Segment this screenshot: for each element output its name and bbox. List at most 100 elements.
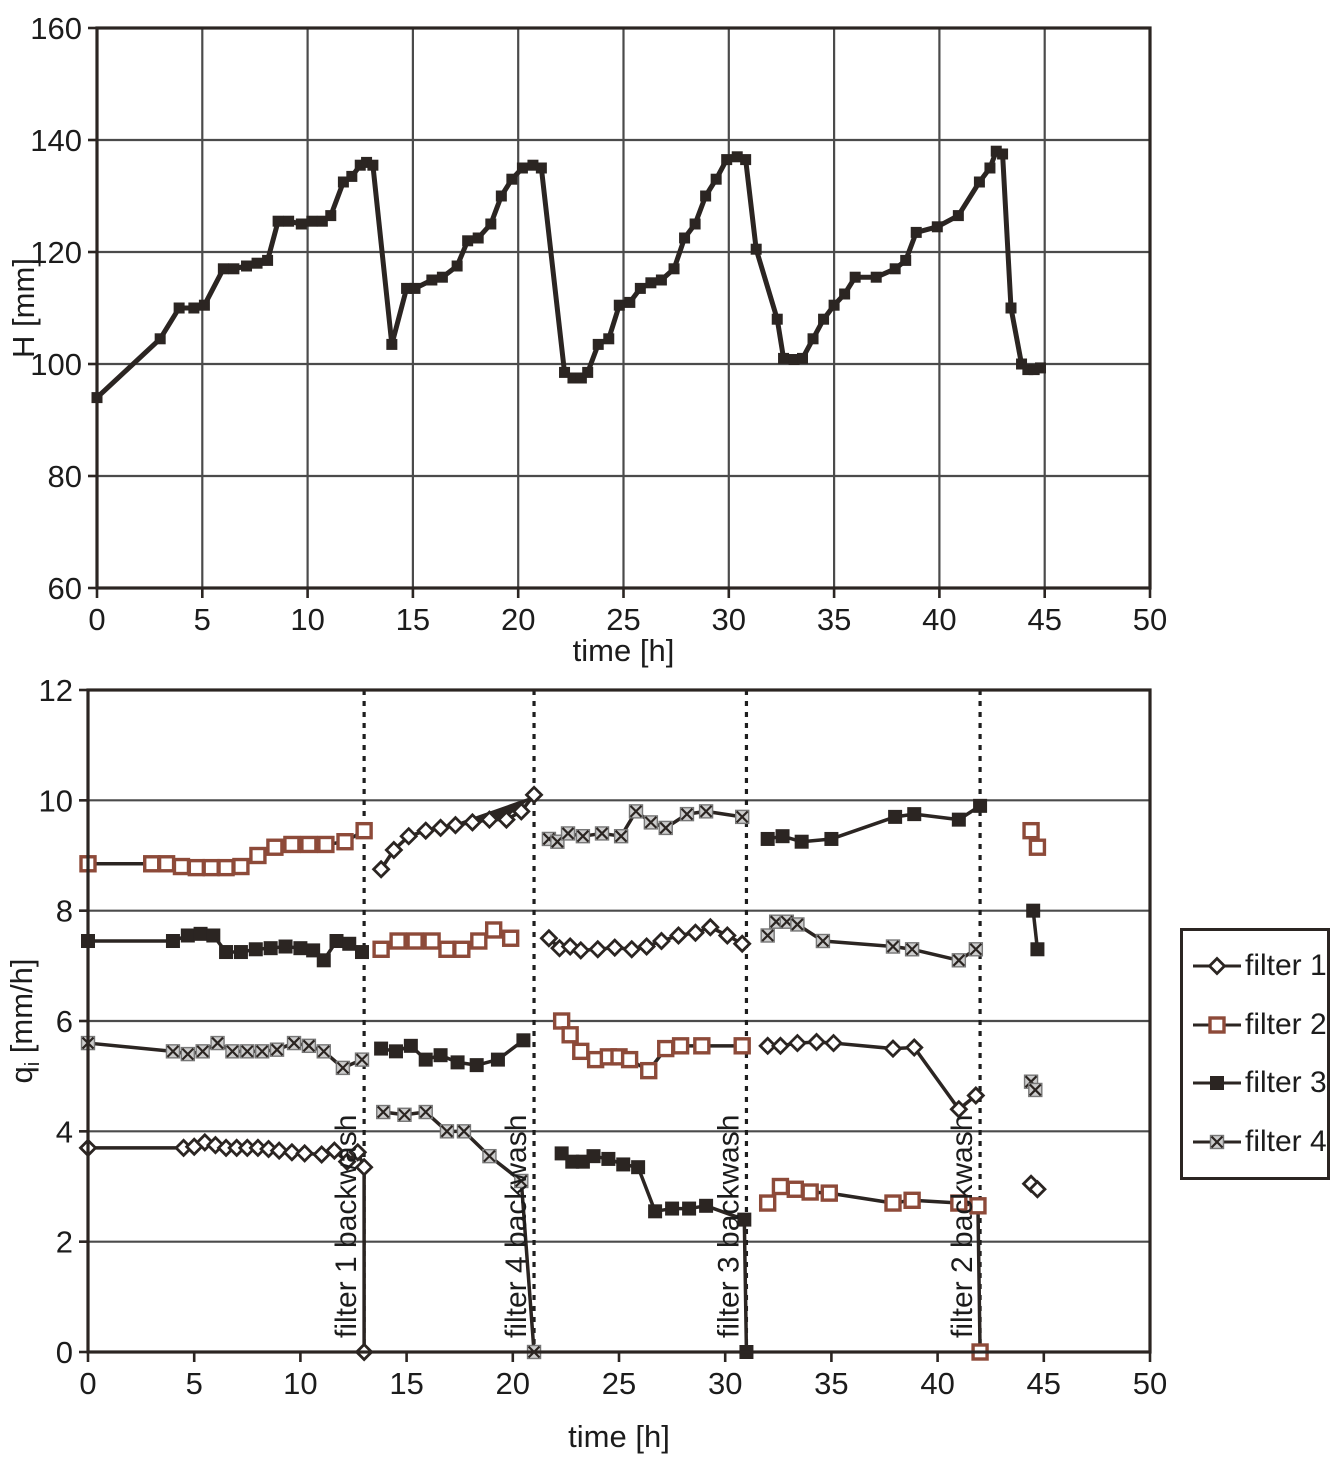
data-point-marker xyxy=(613,299,625,311)
head-loss-chart: 0 5 10 15 20 25 30 35 40 45 50 60 80 100 120 140 160 time… xyxy=(6,11,1167,668)
x-tick-label: 35 xyxy=(817,602,851,637)
data-point-marker xyxy=(355,821,373,840)
marker-x-stroke xyxy=(317,1045,331,1058)
data-point-marker xyxy=(157,855,176,873)
data-point-marker xyxy=(603,333,615,345)
data-point-marker xyxy=(263,941,278,956)
data-point-marker xyxy=(952,210,964,222)
data-point-marker xyxy=(758,1036,778,1056)
data-point-marker xyxy=(1016,358,1028,370)
data-point-marker xyxy=(501,929,520,947)
data-point-marker xyxy=(693,1037,711,1055)
data-point-marker xyxy=(801,1183,819,1201)
x-tick-label: 20 xyxy=(501,602,535,637)
data-point-marker xyxy=(172,857,191,876)
data-point-marker xyxy=(828,299,840,311)
y-tick-label: 100 xyxy=(30,347,82,382)
x-tick-label: 10 xyxy=(290,602,324,637)
data-point-marker xyxy=(1022,821,1040,840)
data-point-marker xyxy=(495,190,507,202)
data-point-marker xyxy=(997,148,1009,160)
data-point-marker xyxy=(317,835,335,854)
y-tick-label: 2 xyxy=(56,1225,73,1260)
data-point-marker xyxy=(990,145,1002,157)
filter-4-marker-icon xyxy=(1191,1130,1243,1154)
data-point-marker xyxy=(973,176,985,188)
data-point-marker xyxy=(272,215,284,227)
data-point-marker xyxy=(717,926,737,945)
data-point-marker xyxy=(431,818,451,838)
data-point-marker xyxy=(1026,903,1041,918)
data-point-marker xyxy=(657,1039,675,1058)
data-point-marker xyxy=(640,1061,658,1080)
data-point-marker xyxy=(907,807,922,822)
data-point-marker xyxy=(588,939,608,959)
x-tick-label: 25 xyxy=(602,1366,636,1401)
data-point-marker xyxy=(567,372,579,384)
data-point-marker xyxy=(1028,364,1040,376)
data-point-marker xyxy=(787,1033,807,1053)
data-point-marker xyxy=(346,170,358,182)
marker-x-stroke xyxy=(735,810,749,824)
data-point-marker xyxy=(786,1180,804,1198)
data-point-marker xyxy=(316,215,328,227)
data-point-marker xyxy=(217,858,235,877)
data-point-marker xyxy=(436,271,448,283)
data-point-marker xyxy=(572,1042,590,1061)
data-point-marker xyxy=(685,923,705,943)
data-point-marker xyxy=(325,210,337,222)
data-point-marker xyxy=(1207,956,1227,976)
x-tick-label: 15 xyxy=(389,1366,423,1401)
data-point-marker xyxy=(372,940,390,958)
data-point-marker xyxy=(665,1201,680,1216)
data-point-marker xyxy=(807,333,819,345)
data-point-marker xyxy=(699,1198,714,1213)
data-point-marker xyxy=(324,1141,344,1161)
x-tick-label: 35 xyxy=(814,1366,848,1401)
marker-x-stroke xyxy=(211,1036,224,1050)
data-point-marker xyxy=(337,1152,357,1172)
data-point-marker xyxy=(535,162,547,174)
data-point-marker xyxy=(371,859,391,879)
data-point-marker xyxy=(516,162,528,174)
marker-x-stroke xyxy=(302,1039,316,1053)
data-point-marker xyxy=(849,271,861,283)
marker-x-stroke xyxy=(886,940,900,953)
data-point-marker xyxy=(575,372,587,384)
x-tick-label: 5 xyxy=(194,602,211,637)
marker-x-stroke xyxy=(515,1174,528,1188)
marker-x-stroke xyxy=(680,807,694,821)
data-point-marker xyxy=(818,313,830,325)
data-point-marker xyxy=(469,1058,484,1073)
data-point-marker xyxy=(354,1157,374,1177)
data-point-marker xyxy=(367,159,379,171)
data-point-marker xyxy=(251,257,263,269)
data-point-marker xyxy=(206,928,221,943)
data-point-marker xyxy=(771,1177,790,1196)
data-point-marker xyxy=(884,1194,902,1212)
data-point-marker xyxy=(445,815,465,835)
data-point-marker xyxy=(295,218,307,230)
data-point-marker xyxy=(389,932,407,950)
data-point-marker xyxy=(316,953,331,968)
data-point-marker xyxy=(775,829,790,844)
data-point-marker xyxy=(721,154,733,166)
data-point-marker xyxy=(648,1204,663,1219)
data-point-marker xyxy=(479,810,499,830)
legend-item-filter-2: filter 2 xyxy=(1191,1008,1327,1042)
data-point-marker xyxy=(165,934,180,949)
legend-swatch-svg xyxy=(1193,956,1241,976)
data-point-marker xyxy=(269,1141,289,1161)
data-point-marker xyxy=(631,1160,646,1175)
data-point-marker xyxy=(554,1146,569,1161)
data-point-marker xyxy=(682,1201,697,1216)
backwash-label: filter 3 backwash xyxy=(712,1115,745,1338)
data-point-marker xyxy=(605,938,625,958)
marker-x-stroke xyxy=(181,1047,195,1061)
data-point-marker xyxy=(622,939,642,959)
data-point-marker xyxy=(228,263,240,275)
data-point-marker xyxy=(361,156,373,168)
data-point-marker xyxy=(249,846,267,865)
data-point-marker xyxy=(470,932,488,950)
